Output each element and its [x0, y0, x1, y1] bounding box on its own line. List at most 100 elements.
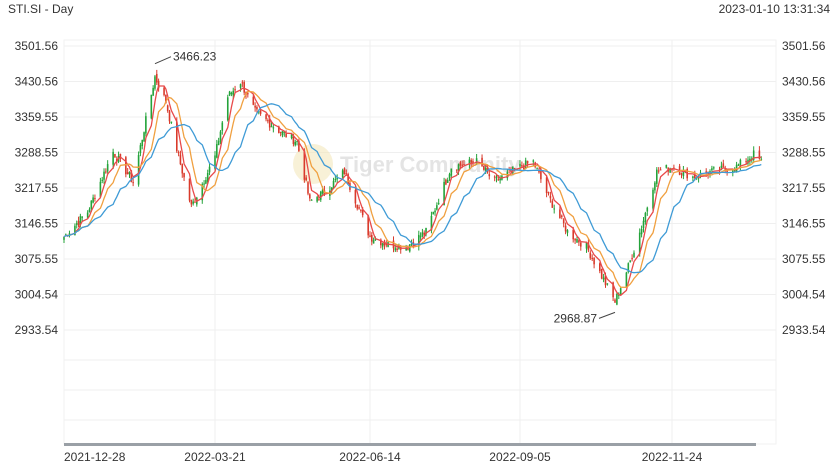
- candle-body: [553, 208, 555, 210]
- candle-body: [585, 242, 588, 249]
- candle-body: [599, 263, 601, 272]
- y-tick-label-left: 3146.55: [15, 217, 59, 231]
- candle-body: [657, 170, 660, 172]
- candle-body: [141, 140, 144, 147]
- candle-body: [356, 204, 359, 209]
- candle-body: [126, 172, 129, 175]
- candle-body: [217, 141, 220, 146]
- candle-body: [576, 239, 578, 243]
- candle-body: [669, 168, 671, 173]
- candle-body: [519, 163, 521, 167]
- candle-body: [671, 169, 673, 171]
- candle-body: [726, 170, 728, 173]
- candle-body: [381, 243, 384, 247]
- candle-body: [432, 211, 435, 215]
- candle-body: [461, 164, 463, 166]
- candle-body: [536, 168, 538, 170]
- candle-body: [281, 131, 284, 136]
- candle-body: [372, 240, 375, 244]
- candle-body: [545, 177, 548, 193]
- candle-body: [652, 189, 654, 209]
- y-tick-label-right: 3430.56: [782, 75, 826, 89]
- candle-body: [547, 192, 550, 194]
- annotation-leader: [154, 56, 172, 65]
- y-tick-label-right: 3288.55: [782, 146, 826, 160]
- candle-body: [94, 198, 96, 200]
- candle-body: [259, 110, 262, 114]
- candle-body: [591, 257, 593, 259]
- candle-body: [201, 184, 204, 201]
- candles: [63, 69, 763, 306]
- candle-body: [739, 159, 742, 166]
- annotation-leader: [598, 311, 616, 319]
- candle-body: [166, 105, 169, 111]
- candle-body: [633, 252, 635, 258]
- candle-body: [521, 165, 523, 167]
- high-annotation: 3466.23: [173, 50, 217, 64]
- candle-body: [707, 171, 709, 176]
- candle-body: [347, 174, 349, 185]
- candle-body: [268, 119, 271, 128]
- candle-body: [105, 171, 107, 173]
- candle-body: [656, 169, 658, 184]
- candle-body: [330, 187, 333, 192]
- candle-body: [499, 178, 501, 181]
- candle-body: [254, 105, 256, 108]
- candle-body: [307, 182, 309, 194]
- candle-body: [103, 171, 105, 180]
- candle-body: [732, 170, 734, 173]
- x-tick-label: 2022-11-24: [642, 450, 703, 464]
- candle-body: [559, 209, 561, 219]
- watermark: Tiger Community: [293, 144, 521, 184]
- candle-body: [181, 164, 184, 174]
- candle-body: [385, 244, 388, 246]
- candle-body: [450, 168, 453, 176]
- candle-body: [713, 167, 715, 169]
- candle-body: [580, 242, 582, 247]
- y-tick-label-right: 3501.56: [782, 39, 826, 53]
- candle-body: [374, 239, 377, 241]
- candle-body: [114, 153, 116, 158]
- candle-body: [380, 239, 382, 246]
- candle-body: [205, 180, 207, 184]
- candle-body: [232, 90, 235, 96]
- candle-body: [155, 73, 158, 83]
- annotations: 3466.23 2968.87: [154, 50, 616, 325]
- candle-body: [150, 94, 153, 119]
- candle-body: [625, 272, 628, 287]
- candle-body: [298, 140, 300, 151]
- candle-body: [163, 87, 165, 96]
- candle-body: [265, 114, 267, 120]
- y-tick-label-right: 2933.54: [782, 323, 826, 337]
- candle-body: [434, 210, 436, 213]
- candle-body: [561, 215, 563, 217]
- candle-body: [445, 179, 447, 185]
- y-tick-label-right: 3359.55: [782, 110, 826, 124]
- candle-body: [230, 92, 233, 94]
- y-tick-label-left: 3501.56: [15, 39, 59, 53]
- candle-body: [252, 96, 255, 105]
- candle-body: [241, 82, 244, 84]
- candle-body: [247, 93, 249, 95]
- candle-body: [493, 176, 496, 178]
- candle-body: [278, 126, 280, 133]
- candle-body: [682, 170, 685, 177]
- candle-body: [75, 223, 78, 225]
- candle-body: [360, 209, 362, 211]
- candle-body: [334, 179, 337, 181]
- candle-body: [604, 275, 607, 286]
- candle-body: [752, 150, 755, 160]
- x-axis-bar: [64, 443, 756, 446]
- candle-body: [619, 288, 622, 295]
- candle-body: [455, 169, 458, 171]
- candle-body: [188, 178, 191, 201]
- candle-body: [243, 82, 245, 93]
- candle-body: [513, 167, 516, 169]
- candle-body: [203, 183, 205, 185]
- candle-body: [638, 232, 641, 255]
- candle-body: [354, 190, 357, 204]
- candle-body: [566, 230, 569, 233]
- candle-body: [383, 241, 386, 246]
- candle-body: [430, 215, 433, 231]
